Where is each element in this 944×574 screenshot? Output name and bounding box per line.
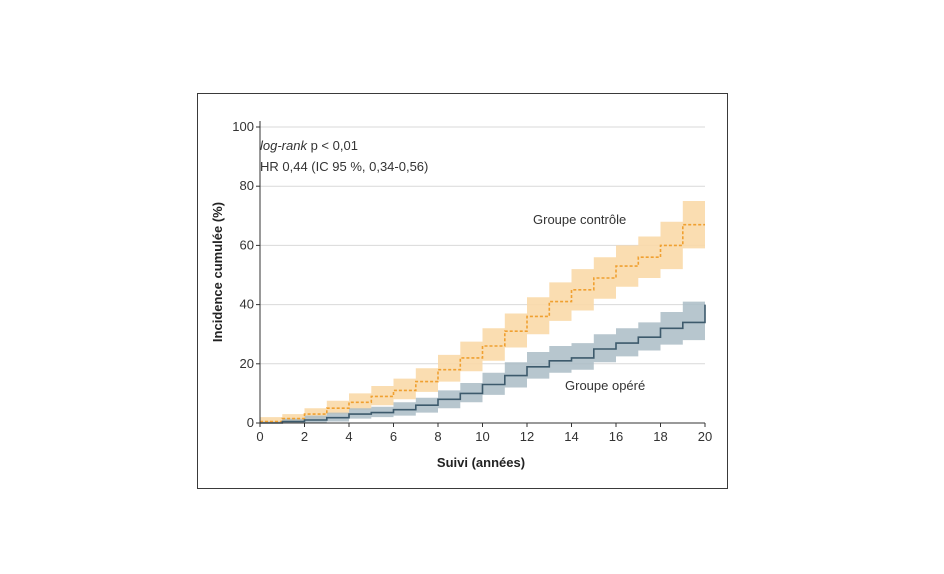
x-tick-label-18: 18 (653, 429, 667, 444)
cumulative-incidence-chart: 0 20 40 60 80 100 0 2 4 6 8 10 12 14 16 18 20 Suivi (ann… (210, 119, 712, 470)
series-line-operated (260, 304, 706, 424)
y-tick-label-80: 80 (240, 178, 254, 193)
x-tick-label-0: 0 (256, 429, 263, 444)
y-tick-label-40: 40 (240, 297, 254, 312)
hr-annotation: HR 0,44 (IC 95 %, 0,34-0,56) (260, 159, 428, 174)
logrank-annotation: log-rank p < 0,01 (260, 138, 358, 153)
x-tick-label-20: 20 (698, 429, 712, 444)
logrank-italic: log-rank (260, 138, 308, 153)
series-label-operated: Groupe opéré (565, 378, 645, 393)
logrank-pvalue: p < 0,01 (307, 138, 358, 153)
y-tick-label-60: 60 (240, 237, 254, 252)
axes (256, 121, 706, 427)
y-axis-title: Incidence cumulée (%) (210, 202, 225, 342)
grid (260, 126, 705, 365)
y-tick-label-20: 20 (240, 356, 254, 371)
x-tick-label-6: 6 (390, 429, 397, 444)
tick-labels: 0 20 40 60 80 100 0 2 4 6 8 10 12 14 16 18 20 (232, 119, 712, 444)
confidence-bands (260, 201, 705, 423)
x-tick-label-2: 2 (301, 429, 308, 444)
x-tick-label-12: 12 (520, 429, 534, 444)
x-tick-label-8: 8 (434, 429, 441, 444)
series-line-control (260, 223, 705, 423)
confidence-band-operated (260, 283, 705, 423)
x-tick-label-4: 4 (345, 429, 352, 444)
x-tick-label-16: 16 (609, 429, 623, 444)
series-label-control: Groupe contrôle (533, 212, 626, 227)
x-tick-label-14: 14 (564, 429, 578, 444)
series-lines (260, 223, 706, 424)
chart-frame: 0 20 40 60 80 100 0 2 4 6 8 10 12 14 16 18 20 Suivi (ann… (197, 93, 728, 489)
x-axis-title: Suivi (années) (437, 455, 525, 470)
x-tick-label-10: 10 (475, 429, 489, 444)
confidence-band-control (260, 201, 705, 423)
y-tick-label-100: 100 (232, 119, 254, 134)
y-tick-label-0: 0 (247, 415, 254, 430)
